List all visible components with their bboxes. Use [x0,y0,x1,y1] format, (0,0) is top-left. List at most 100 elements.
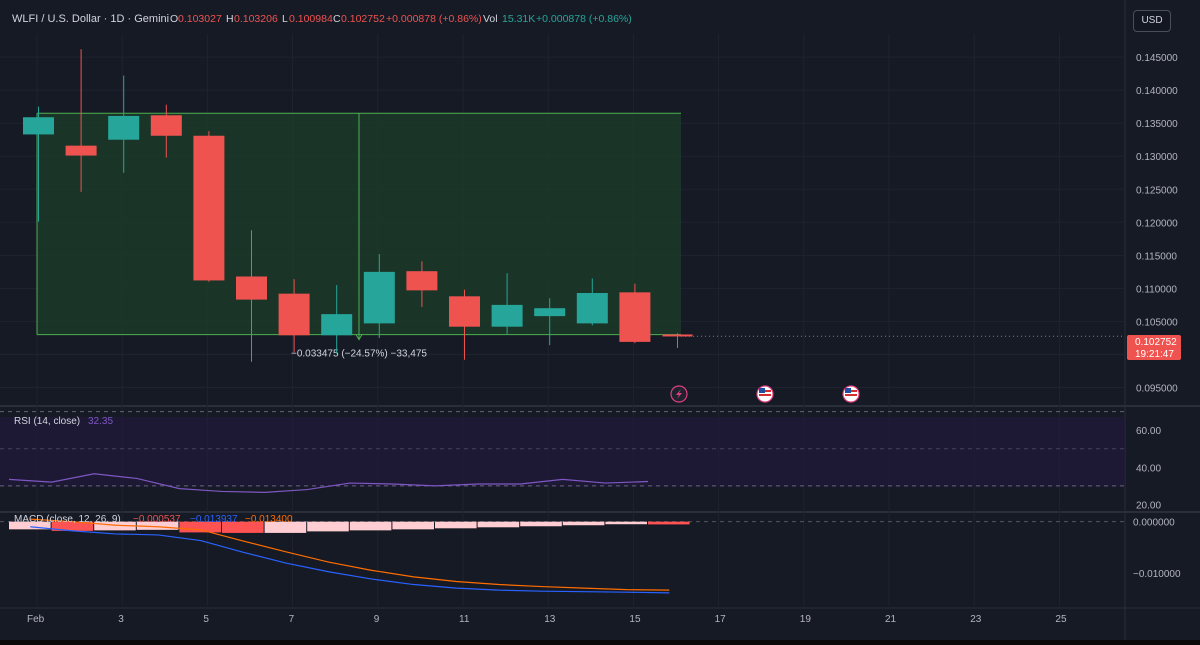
date-tick-label: 5 [203,614,209,625]
candle-body [193,135,225,281]
volume-label: Vol [483,13,498,25]
macd-histogram-bar [392,521,434,530]
rsi-tick-label: 40.00 [1136,463,1161,474]
time-axis[interactable]: Feb 3 5 7 9 11 13 15 17 19 21 23 25 [0,607,1200,625]
candles [23,49,1125,362]
low-value: 0.100984 [289,13,333,25]
macd-histogram-bar [349,521,392,531]
macd-histogram-bar [562,521,605,526]
date-tick-label: 11 [459,614,470,625]
macd-histogram-bar [179,521,221,533]
date-tick-label: 17 [715,614,727,625]
bar-countdown: 19:21:47 [1135,349,1174,360]
candle-body [662,334,693,337]
macd-hist-value: −0.000537 [133,514,181,525]
rsi-pane[interactable]: 60.00 40.00 20.00 [0,411,1161,512]
candle-body [236,276,267,300]
price-tick-label: 0.130000 [1136,152,1178,163]
low-label: L [282,13,288,25]
candle-body [278,293,310,336]
price-tick-label: 0.145000 [1136,53,1178,64]
candle-body [576,293,608,324]
rsi-title: RSI (14, close) [14,416,80,427]
volume-value: 15.31K [502,13,535,25]
price-tick-label: 0.115000 [1136,251,1177,262]
candle-body [619,292,651,342]
date-tick-label: 7 [289,614,295,625]
rsi-value: 32.35 [88,416,113,427]
macd-line-value: −0.013937 [190,514,238,525]
rsi-tick-label: 20.00 [1136,500,1161,511]
price-axis[interactable]: 0.145000 0.140000 0.135000 0.130000 0.125000… [1136,53,1178,394]
macd-histogram-bar [136,521,179,530]
measure-range-arrowhead [355,334,363,341]
close-value: 0.102752 [341,13,385,25]
measure-range-tool[interactable]: −0.033475 (−24.57%) −33,475 [36,112,681,360]
macd-histogram-bar [264,521,307,533]
price-tick-label: 0.125000 [1136,185,1178,196]
candle-body [23,117,54,135]
date-tick-label: 25 [1055,614,1067,625]
date-tick-label: 19 [800,614,812,625]
candle-body [491,304,523,327]
flash-event-icon[interactable] [670,385,688,403]
candle-body [321,314,353,336]
high-value: 0.103206 [234,13,278,25]
us-flag-event-icon[interactable] [756,385,774,403]
macd-pane[interactable]: 0.000000 −0.010000 [0,518,1181,594]
volume-change-value: +0.000878 (+0.86%) [536,13,632,25]
date-tick-label: 13 [544,614,556,625]
price-tick-label: 0.120000 [1136,218,1178,229]
macd-histogram-bar [307,521,349,532]
candle-body [534,308,566,317]
candle-body [150,115,182,136]
price-tick-label: 0.095000 [1136,383,1178,394]
macd-line [30,526,670,594]
candle-body [406,271,438,291]
macd-histogram-bar [605,521,647,525]
candle-body [65,145,97,156]
candle-body [108,115,140,140]
open-label: O [170,13,178,25]
macd-histogram-bar [435,521,477,529]
macd-tick-label: 0.000000 [1133,518,1175,529]
date-tick-label: Feb [27,614,45,625]
date-tick-label: 3 [118,614,124,625]
price-tick-label: 0.105000 [1136,317,1178,328]
currency-button[interactable]: USD [1133,10,1171,32]
macd-histogram-bar [9,521,51,530]
date-tick-label: 9 [374,614,380,625]
price-tick-label: 0.110000 [1136,284,1177,295]
change-value: +0.000878 (+0.86%) [386,13,482,25]
high-label: H [226,13,234,25]
event-markers[interactable] [670,385,860,403]
macd-histogram-bar [520,521,562,527]
macd-title: MACD (close, 12, 26, 9) [14,514,121,525]
date-tick-label: 15 [629,614,641,625]
macd-tick-label: −0.010000 [1133,569,1181,580]
rsi-band-background [0,417,1125,487]
open-value: 0.103027 [178,13,222,25]
candle-body [449,296,480,327]
macd-histogram-bar [94,521,136,531]
measure-range-label: −0.033475 (−24.57%) −33,475 [291,349,427,360]
macd-histogram-bar [648,521,690,525]
macd-histogram-bar [51,521,94,531]
chart-header: WLFI / U.S. Dollar · 1D · Gemini O 0.103… [12,13,632,25]
rsi-line [8,473,649,493]
macd-signal-value: −0.013400 [245,514,293,525]
price-tick-label: 0.135000 [1136,119,1178,130]
last-price-badge: 0.102752 19:21:47 [1127,335,1181,360]
date-tick-label: 21 [885,614,897,625]
last-price-value: 0.102752 [1135,337,1177,348]
price-tick-label: 0.140000 [1136,86,1178,97]
symbol-title: WLFI / U.S. Dollar · 1D · Gemini [12,13,169,25]
us-flag-event-icon[interactable] [842,385,860,403]
macd-histogram-bar [477,521,520,528]
candle-body [363,271,395,324]
macd-signal-line [30,518,670,591]
date-tick-label: 23 [970,614,982,625]
close-label: C [333,13,341,25]
